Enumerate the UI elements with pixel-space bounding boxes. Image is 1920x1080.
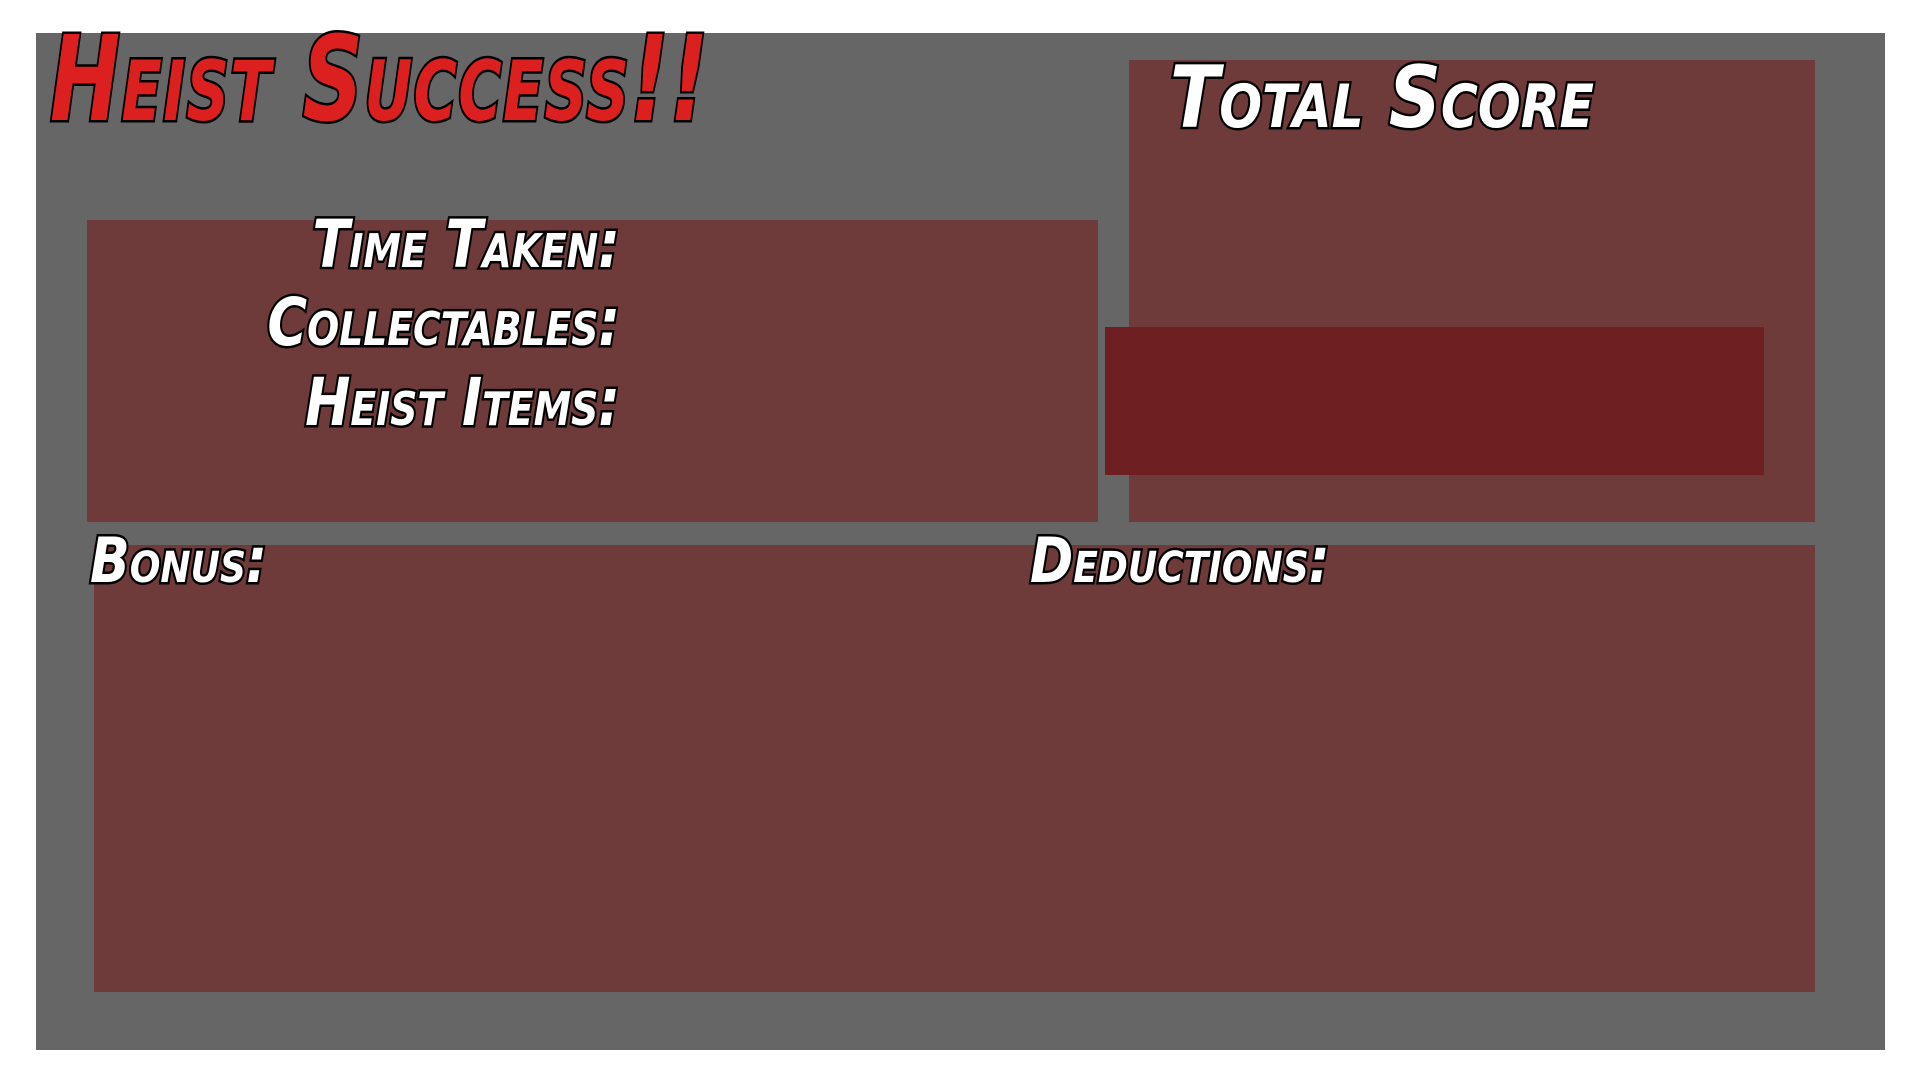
bonus-label: Bonus: [88, 524, 269, 597]
heist-success-title: Heist Success!! [48, 10, 710, 148]
results-screen-frame [36, 33, 1885, 1050]
stats-panel [87, 220, 1098, 522]
bonus-deductions-panel [94, 545, 1815, 992]
heist-items-label: Heist Items: [303, 364, 622, 441]
total-score-label: Total Score [1168, 48, 1596, 148]
deductions-label: Deductions: [1028, 524, 1332, 597]
total-score-value-box [1105, 327, 1764, 475]
time-taken-label: Time Taken: [311, 206, 623, 283]
collectables-label: Collectables: [265, 284, 622, 361]
